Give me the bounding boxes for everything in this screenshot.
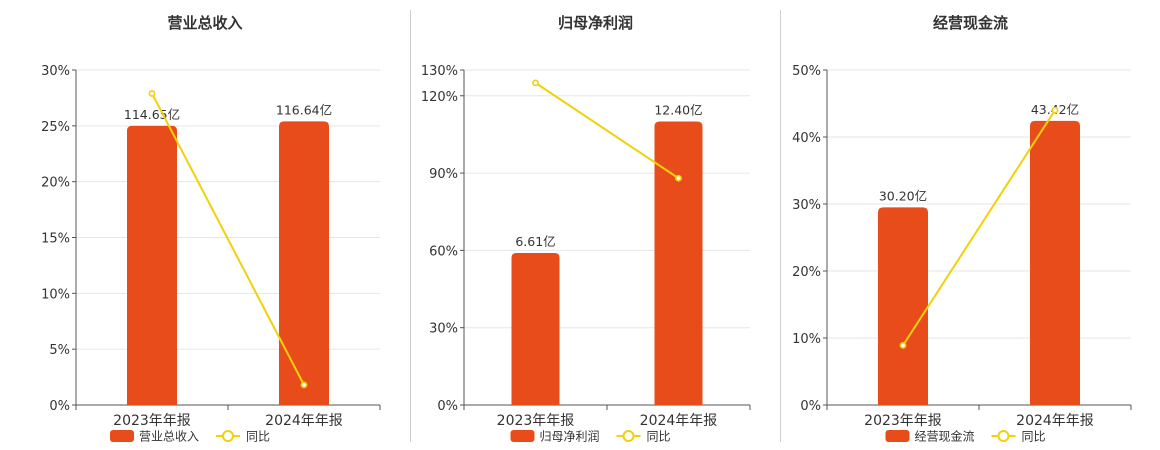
y-tick-label: 5% [49, 343, 70, 358]
legend: 经营现金流 同比 [885, 429, 1046, 444]
panel-divider [410, 10, 411, 442]
legend-swatch-marker [622, 430, 635, 442]
legend-swatch-marker [222, 430, 234, 442]
y-tick-label: 0% [800, 399, 821, 414]
y-tick-label: 50% [792, 64, 821, 79]
chart-panel-net-profit: 归母净利润 0% 30% 60% 90% 120% 130% 6.61亿 12.40亿 2023年… [411, 0, 780, 450]
legend-label: 归母净利润 [540, 430, 600, 444]
x-tick-label: 2023年年报 [113, 413, 191, 429]
bar-value-label: 6.61亿 [515, 234, 555, 249]
bar-value-label: 114.65亿 [124, 107, 180, 122]
panel-divider [780, 10, 781, 442]
legend: 营业总收入 同比 [110, 430, 270, 444]
chart-title: 归母净利润 [558, 14, 633, 32]
y-tick-label: 0% [49, 399, 70, 414]
y-tick-label: 30% [41, 64, 70, 79]
yoy-line [151, 92, 305, 386]
y-tick-label: 30% [792, 198, 821, 213]
chart-panel-cash-flow: 经营现金流0%10%20%30%40%50%30.20亿43.42亿2023年年… [781, 0, 1160, 450]
revenue-chart: 营业总收入 0% 5% 10% 15% 20% 25% 30% 114.65亿 116.64亿 20… [41, 14, 381, 444]
chart-title: 经营现金流 [933, 14, 1008, 32]
bar [279, 121, 329, 405]
y-tick-label: 30% [429, 322, 458, 337]
chart-title: 营业总收入 [167, 14, 242, 32]
y-tick-label: 25% [41, 120, 70, 135]
yoy-point [1051, 106, 1059, 114]
y-tick-label: 20% [792, 265, 821, 280]
legend-swatch-bar [885, 430, 910, 442]
yoy-point [899, 341, 907, 349]
x-tick-label: 2024年年报 [265, 413, 343, 429]
legend-label: 同比 [246, 430, 270, 444]
yoy-point [675, 174, 682, 182]
bar [654, 121, 703, 406]
y-tick-label: 10% [792, 332, 821, 347]
bar [878, 207, 928, 405]
yoy-line [902, 109, 1056, 346]
x-tick-label: 2024年年报 [640, 413, 718, 429]
cash-flow-chart: 经营现金流0%10%20%30%40%50%30.20亿43.42亿2023年年… [792, 14, 1132, 444]
y-tick-label: 10% [41, 287, 70, 302]
yoy-line [534, 82, 680, 180]
legend-swatch-bar [510, 430, 535, 442]
yoy-point [148, 90, 156, 97]
bar-value-label: 12.40亿 [654, 103, 702, 118]
legend-label: 同比 [647, 430, 671, 444]
legend-label: 同比 [1022, 430, 1046, 444]
legend-swatch-marker [997, 430, 1010, 442]
chart-panel-revenue: 营业总收入 0% 5% 10% 15% 20% 25% 30% 114.65亿 116.64亿 20… [0, 0, 410, 450]
legend-swatch-bar [110, 430, 134, 442]
y-tick-label: 90% [429, 167, 458, 182]
y-tick-label: 0% [437, 399, 458, 414]
x-tick-label: 2023年年报 [497, 413, 575, 429]
y-tick-label: 130% [421, 64, 458, 79]
y-tick-label: 20% [41, 176, 70, 191]
yoy-point [532, 79, 539, 87]
legend: 归母净利润 同比 [510, 430, 671, 444]
legend-label: 营业总收入 [139, 430, 199, 444]
legend-label: 经营现金流 [915, 429, 975, 444]
y-tick-label: 15% [41, 232, 70, 247]
bar [1030, 120, 1080, 406]
net-profit-chart: 归母净利润 0% 30% 60% 90% 120% 130% 6.61亿 12.40亿 2023年… [421, 14, 751, 444]
x-tick-label: 2023年年报 [864, 413, 942, 429]
bar-value-label: 116.64亿 [276, 102, 332, 117]
yoy-point [300, 381, 308, 389]
x-tick-label: 2024年年报 [1016, 413, 1094, 429]
y-tick-label: 40% [792, 131, 821, 146]
y-tick-label: 60% [429, 244, 458, 259]
bar-value-label: 30.20亿 [879, 188, 927, 203]
bar [127, 125, 177, 405]
bar [511, 252, 560, 405]
y-tick-label: 120% [421, 90, 458, 105]
